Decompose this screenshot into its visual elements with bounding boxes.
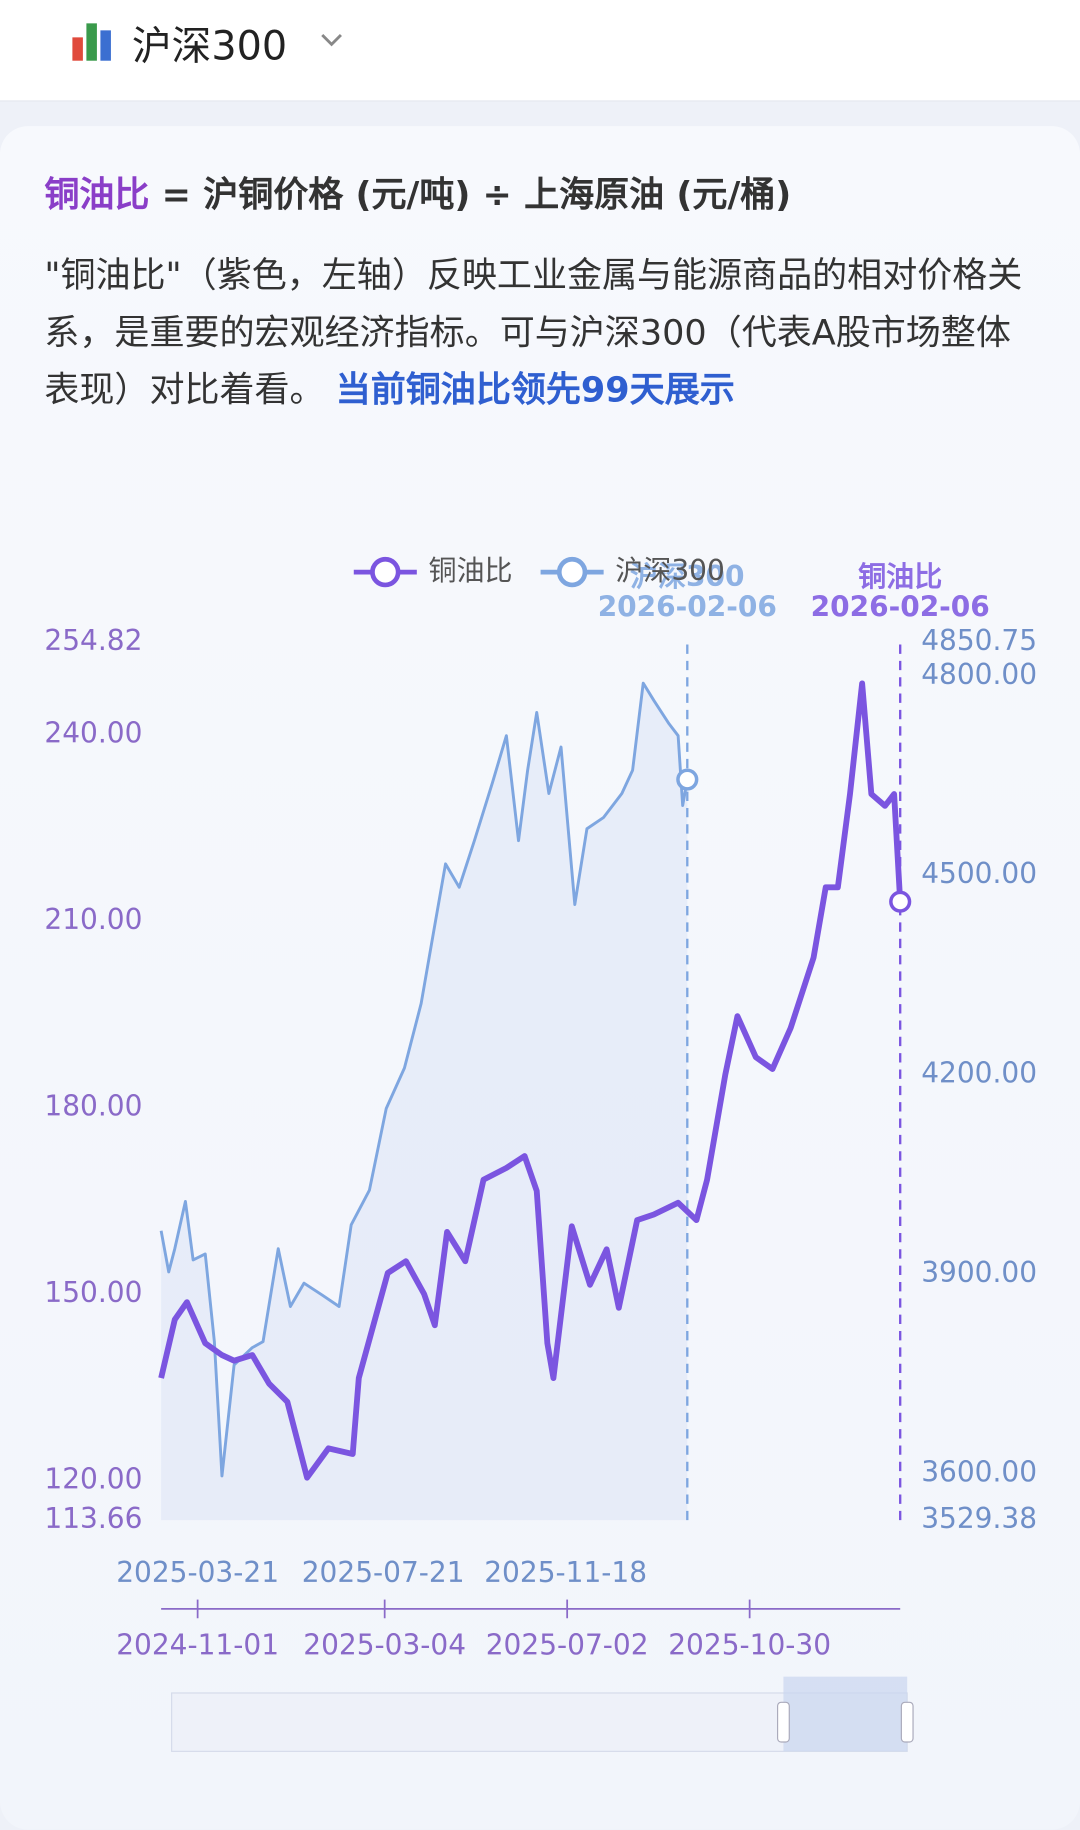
- formula: 铜油比 = 沪铜价格 (元/吨) ÷ 上海原油 (元/桶): [44, 167, 1042, 224]
- area: [161, 683, 688, 1521]
- tooltip-name: 铜油比: [858, 560, 942, 593]
- tooltip-date: 2026-02-06: [811, 590, 990, 623]
- y-tick-label: 240.00: [44, 716, 142, 749]
- y-tick-label: 113.66: [44, 1502, 142, 1535]
- formula-text: = 沪铜价格 (元/吨) ÷ 上海原油 (元/桶): [161, 175, 792, 217]
- y-tick-label: 210.00: [44, 903, 142, 936]
- x2-tick-label: 2025-11-18: [484, 1556, 647, 1589]
- y2-tick-label: 4800.00: [921, 658, 1037, 691]
- y2-tick-label: 4200.00: [921, 1057, 1037, 1090]
- slider-handle: [777, 1701, 790, 1743]
- y2-tick-label: 3600.00: [921, 1455, 1037, 1488]
- description: "铜油比"（紫色，左轴）反映工业金属与能源商品的相对价格关系，是重要的宏观经济指…: [44, 248, 1042, 420]
- y2-tick-label: 4850.75: [921, 624, 1037, 657]
- term: 铜油比: [44, 175, 150, 217]
- header: 沪深300: [0, 0, 1080, 102]
- description-text: "铜油比"（紫色，左轴）反映工业金属与能源商品的相对价格关系，是重要的宏观经济指…: [44, 255, 1023, 411]
- legend-marker: [370, 556, 401, 588]
- legend-label: 铜油比: [428, 554, 512, 587]
- x2-tick-label: 2025-03-21: [116, 1556, 279, 1589]
- y-tick-label: 254.82: [44, 624, 142, 657]
- x2-tick-label: 2025-07-21: [302, 1556, 465, 1589]
- y2-tick-label: 3529.38: [921, 1502, 1037, 1535]
- x-tick-label: 2025-03-04: [303, 1628, 466, 1661]
- x-tick-label: 2025-07-02: [486, 1628, 649, 1661]
- header-title[interactable]: 沪深300: [131, 23, 288, 71]
- x-tick-label: 2025-10-30: [668, 1628, 831, 1661]
- legend-label: 沪深300: [615, 554, 725, 587]
- end-point: [676, 768, 699, 791]
- dropdown-arrow[interactable]: [318, 26, 346, 54]
- legend-marker: [556, 556, 588, 588]
- line: [158, 680, 904, 1481]
- y2-tick-label: 4500.00: [921, 857, 1037, 890]
- y-tick-label: 180.00: [44, 1090, 142, 1123]
- y-tick-label: 150.00: [44, 1276, 142, 1309]
- slider-window: [783, 1676, 908, 1752]
- chart-icon: [72, 23, 111, 61]
- x-tick-label: 2024-11-01: [116, 1628, 279, 1661]
- y-tick-label: 120.00: [44, 1463, 142, 1496]
- line: [159, 681, 689, 1478]
- link[interactable]: 当前铜油比领先99天展示: [335, 370, 735, 411]
- tooltip-date: 2026-02-06: [598, 590, 777, 623]
- end-point: [889, 890, 912, 913]
- y2-tick-label: 3900.00: [921, 1256, 1037, 1289]
- tooltip-name: 沪深300: [630, 560, 745, 593]
- slider-handle: [900, 1701, 914, 1743]
